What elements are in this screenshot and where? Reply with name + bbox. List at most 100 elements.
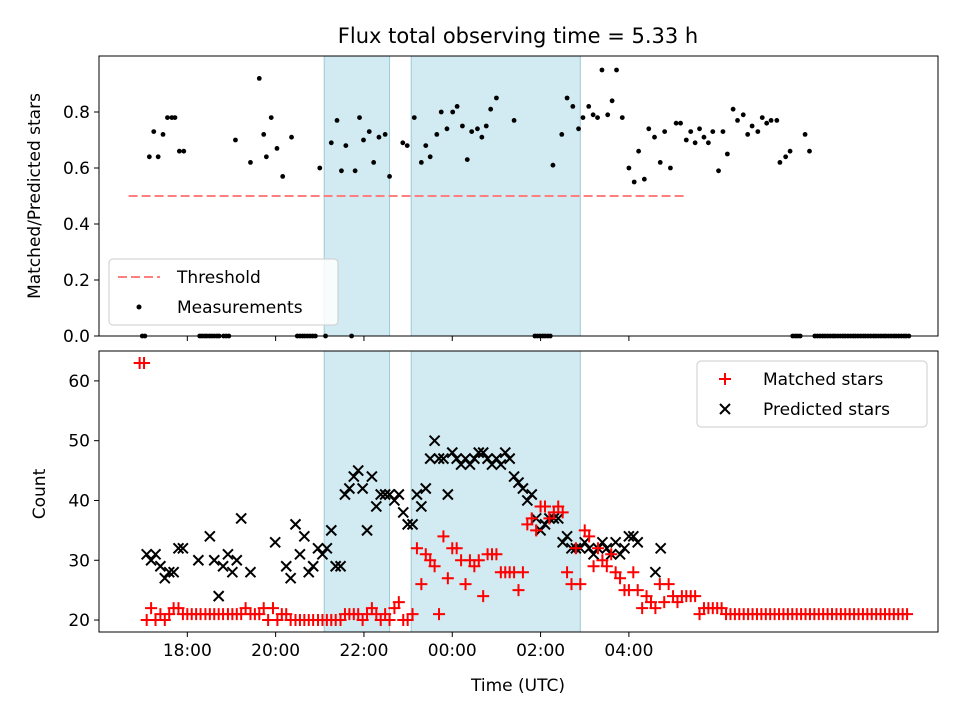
predicted-star-point	[244, 566, 257, 578]
matched-star-point	[406, 608, 419, 621]
bottom-x-axis-label: Time (UTC)	[470, 676, 565, 696]
measurement-point	[339, 168, 344, 174]
measurement-point	[382, 132, 388, 137]
measurement-point	[652, 134, 657, 140]
top-y-tick-label: 0.4	[63, 215, 90, 235]
predicted-star-point	[618, 542, 631, 555]
predicted-star-point	[167, 566, 180, 578]
predicted-star-point	[393, 488, 405, 501]
predicted-star-point	[649, 566, 662, 578]
predicted-star-point	[411, 488, 423, 501]
measurement-point	[483, 123, 489, 129]
matched-star-point	[477, 590, 490, 603]
matched-star-point	[600, 560, 613, 573]
predicted-star-point	[325, 524, 337, 537]
predicted-star-point	[321, 542, 333, 555]
measurement-point	[361, 137, 366, 143]
predicted-star-point	[339, 488, 351, 501]
predicted-star-point	[468, 452, 481, 465]
measurement-point	[619, 115, 625, 120]
matched-star-point	[512, 584, 525, 597]
measurement-point	[724, 151, 730, 157]
measurement-point	[570, 104, 576, 109]
predicted-star-point	[294, 548, 306, 560]
bottom-x-tick-label: 02:00	[516, 641, 565, 661]
measurement-point	[438, 109, 444, 115]
matched-star-point	[415, 578, 428, 591]
predicted-star-point	[473, 446, 485, 459]
measurement-point	[165, 115, 170, 120]
measurement-point	[730, 106, 736, 112]
predicted-star-point	[623, 530, 635, 543]
matched-star-point	[658, 596, 671, 609]
measurement-point	[427, 154, 433, 160]
measurement-point	[371, 160, 377, 165]
matched-star-point	[530, 524, 543, 537]
predicted-star-point	[446, 446, 458, 459]
measurement-point	[749, 123, 755, 129]
measurement-point	[155, 154, 161, 160]
matched-star-point	[591, 542, 604, 555]
measurement-point	[469, 129, 475, 135]
predicted-star-point	[379, 488, 391, 501]
predicted-star-point	[561, 530, 573, 543]
matched-star-point	[437, 530, 450, 543]
measurement-point	[511, 118, 517, 123]
bottom-plot-frame	[98, 350, 939, 633]
measurement-point	[599, 67, 605, 73]
predicted-star-point	[226, 566, 239, 578]
measurement-point	[352, 168, 358, 174]
predicted-star-point	[495, 458, 507, 471]
top-y-tick-label: 0.2	[63, 271, 90, 291]
bottom-y-tick-label: 60	[68, 372, 90, 392]
measurement-point	[745, 132, 751, 137]
legend-predicted-label: Predicted stars	[763, 400, 890, 420]
bottom-panel: 20 30 40 50 60 18:00 20:00 22:00 00:00 02:00 04:0…	[30, 350, 939, 696]
measurement-point	[280, 174, 286, 179]
matched-star-point	[583, 530, 596, 543]
predicted-star-point	[361, 524, 373, 537]
measurement-point	[802, 132, 808, 137]
matched-star-point	[383, 614, 396, 627]
measurement-point	[450, 109, 456, 115]
measurement-point	[404, 143, 410, 149]
predicted-star-point	[269, 536, 281, 549]
matched-star-point	[574, 578, 587, 591]
measurement-point	[479, 134, 485, 140]
measurement-point	[423, 143, 429, 149]
predicted-star-point	[375, 488, 387, 501]
predicted-star-point	[583, 542, 595, 555]
measurement-point	[740, 112, 746, 118]
measurement-point	[710, 129, 716, 135]
predicted-star-point	[217, 560, 229, 572]
predicted-star-point	[303, 566, 315, 578]
predicted-star-point	[204, 530, 216, 543]
predicted-star-point	[329, 560, 342, 572]
legend-predicted-swatch	[719, 403, 731, 415]
measurement-point	[464, 157, 470, 163]
matched-star-point	[428, 560, 441, 573]
top-y-ticks: 0.0 0.2 0.4 0.6 0.8	[63, 103, 99, 347]
legend-measurements-label: Measurements	[177, 298, 303, 318]
measurement-point	[580, 115, 586, 120]
measurement-point	[586, 104, 592, 109]
predicted-star-point	[172, 542, 185, 555]
top-y-tick-label: 0.8	[63, 103, 90, 123]
predicted-star-point	[289, 518, 302, 531]
measurement-point	[631, 179, 637, 185]
matched-star-point	[538, 500, 551, 513]
measurement-point	[488, 106, 494, 112]
predicted-star-point	[508, 470, 520, 483]
measurement-point	[626, 165, 632, 171]
measurement-point	[576, 126, 581, 132]
predicted-star-point	[235, 512, 247, 525]
predicted-star-point	[208, 554, 220, 566]
measurement-point	[564, 95, 570, 101]
matched-star-point	[490, 548, 503, 561]
measurement-point	[590, 112, 596, 118]
top-title: Flux total observing time = 5.33 h	[338, 24, 698, 48]
top-y-axis-label: Matched/Predicted stars	[25, 93, 45, 299]
measurement-point	[160, 132, 166, 137]
predicted-star-point	[415, 500, 428, 513]
predicted-star-point	[503, 452, 516, 465]
